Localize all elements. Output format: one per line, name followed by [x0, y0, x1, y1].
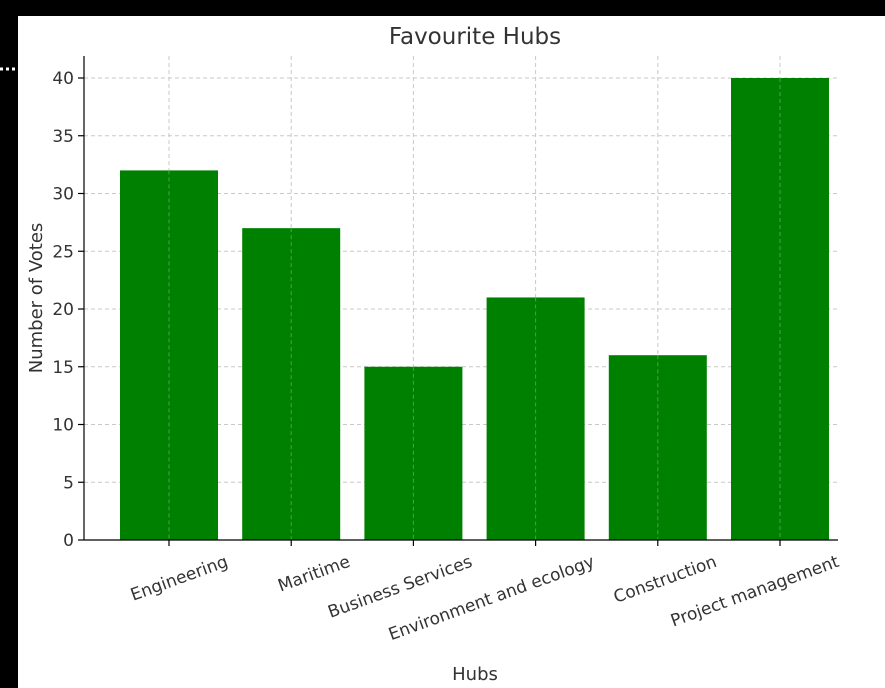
y-tick-label: 10 [52, 416, 74, 436]
x-axis-title: Hubs [452, 664, 498, 685]
chart-title: Favourite Hubs [389, 24, 561, 50]
y-tick-label: 30 [52, 185, 74, 205]
axis-layer [78, 56, 838, 546]
y-tick-label: 35 [52, 127, 74, 147]
y-tick-label: 25 [52, 242, 74, 262]
bar-layer [120, 78, 829, 540]
y-tick-label: 40 [52, 69, 74, 89]
y-tick-label: 5 [63, 473, 74, 493]
y-tick-label: 0 [63, 531, 74, 551]
y-tick-label: 20 [52, 300, 74, 320]
y-axis-title: Number of Votes [26, 223, 47, 374]
y-tick-label: 15 [52, 358, 74, 378]
